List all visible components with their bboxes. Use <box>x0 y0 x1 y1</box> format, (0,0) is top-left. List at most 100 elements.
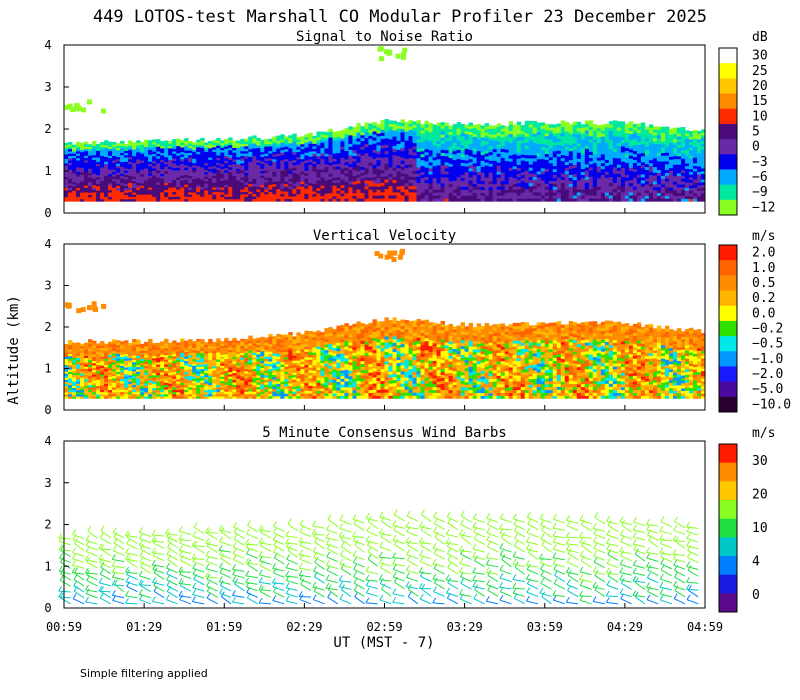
heatmap-cell <box>224 174 229 178</box>
heatmap-cell <box>224 155 229 159</box>
heatmap-cell <box>684 135 690 139</box>
heatmap-cell <box>472 154 478 158</box>
heatmap-cell <box>248 196 253 200</box>
heatmap-cell <box>96 375 101 378</box>
heatmap-cell <box>288 150 293 154</box>
heatmap-cell <box>76 357 81 361</box>
heatmap-cell <box>224 186 229 190</box>
heatmap-cell <box>512 168 518 173</box>
heatmap-cell <box>560 163 566 168</box>
heatmap-cell <box>340 198 345 202</box>
heatmap-cell <box>652 192 658 196</box>
heatmap-cell <box>448 198 454 202</box>
heatmap-cell <box>332 190 337 194</box>
heatmap-cell <box>544 180 550 184</box>
heatmap-cell <box>408 195 413 199</box>
heatmap-cell <box>572 182 578 187</box>
heatmap-cell <box>156 141 161 145</box>
heatmap-cell <box>456 143 462 147</box>
heatmap-cell <box>212 194 217 197</box>
heatmap-cell <box>116 161 121 164</box>
heatmap-cell <box>68 373 73 377</box>
heatmap-cell <box>484 156 490 160</box>
heatmap-cell <box>504 175 510 179</box>
heatmap-cell <box>484 144 490 148</box>
heatmap-cell <box>92 391 97 395</box>
heatmap-cell <box>176 196 181 200</box>
heatmap-cell <box>576 198 582 202</box>
heatmap-cell <box>572 140 578 144</box>
heatmap-cell <box>192 147 197 150</box>
heatmap-cell <box>372 149 377 153</box>
heatmap-cell <box>176 376 181 380</box>
heatmap-cell <box>392 126 397 131</box>
heatmap-cell <box>564 155 570 159</box>
heatmap-cell <box>268 150 273 154</box>
heatmap-cell <box>216 176 221 180</box>
heatmap-cell <box>488 169 494 173</box>
heatmap-cell <box>72 164 77 167</box>
heatmap-cell <box>684 157 690 161</box>
heatmap-cell <box>152 364 157 367</box>
colorbar-label: −12 <box>752 200 775 215</box>
heatmap-cell <box>552 124 558 128</box>
heatmap-cell <box>180 386 185 390</box>
heatmap-cell <box>376 127 381 131</box>
heatmap-cell <box>528 154 534 159</box>
heatmap-cell <box>392 151 397 156</box>
heatmap-cell <box>624 174 630 178</box>
heatmap-cell <box>236 168 241 172</box>
heatmap-cell <box>68 148 73 152</box>
heatmap-cell <box>176 155 181 159</box>
heatmap-cell <box>536 195 542 199</box>
heatmap-cell <box>112 185 117 188</box>
heatmap-cell <box>560 176 566 180</box>
heatmap-cell <box>488 148 494 153</box>
heatmap-cell <box>168 381 173 384</box>
heatmap-cell <box>604 153 610 158</box>
heatmap-cell <box>324 164 329 168</box>
heatmap-cell <box>568 156 574 161</box>
heatmap-cell <box>676 187 682 191</box>
heatmap-cell <box>596 166 602 170</box>
heatmap-cell <box>152 372 157 376</box>
heatmap-cell <box>100 185 105 188</box>
heatmap-cell <box>404 185 409 190</box>
heatmap-cell <box>376 165 381 170</box>
heatmap-cell <box>156 385 161 389</box>
heatmap-cell <box>140 178 145 182</box>
heatmap-cell <box>88 181 93 185</box>
heatmap-cell <box>516 121 522 126</box>
heatmap-cell <box>472 195 478 199</box>
heatmap-cell <box>168 166 173 170</box>
heatmap-cell <box>180 393 185 397</box>
heatmap-cell <box>240 198 245 202</box>
heatmap-cell <box>676 150 682 154</box>
heatmap-cell <box>464 133 470 138</box>
heatmap-cell <box>592 124 598 128</box>
heatmap-cell <box>72 181 77 185</box>
heatmap-cell <box>636 189 642 193</box>
heatmap-cell <box>580 133 586 137</box>
heatmap-cell <box>304 185 309 189</box>
heatmap-cell <box>84 143 89 147</box>
heatmap-cell <box>668 156 674 160</box>
heatmap-cell <box>172 186 177 190</box>
heatmap-cell <box>280 141 285 145</box>
heatmap-cell <box>576 121 582 126</box>
heatmap-cell <box>328 148 333 152</box>
heatmap-cell <box>608 152 614 156</box>
heatmap-cell <box>164 370 169 374</box>
heatmap-cell <box>396 192 401 196</box>
heatmap-cell <box>116 364 121 368</box>
heatmap-cell <box>140 356 145 359</box>
heatmap-cell <box>112 194 117 198</box>
heatmap-cell <box>188 187 193 191</box>
heatmap-cell <box>84 344 89 348</box>
heatmap-cell <box>628 149 634 153</box>
heatmap-cell <box>212 139 217 143</box>
heatmap-cell <box>220 191 225 195</box>
heatmap-cell <box>368 171 373 175</box>
heatmap-cell <box>328 195 333 199</box>
